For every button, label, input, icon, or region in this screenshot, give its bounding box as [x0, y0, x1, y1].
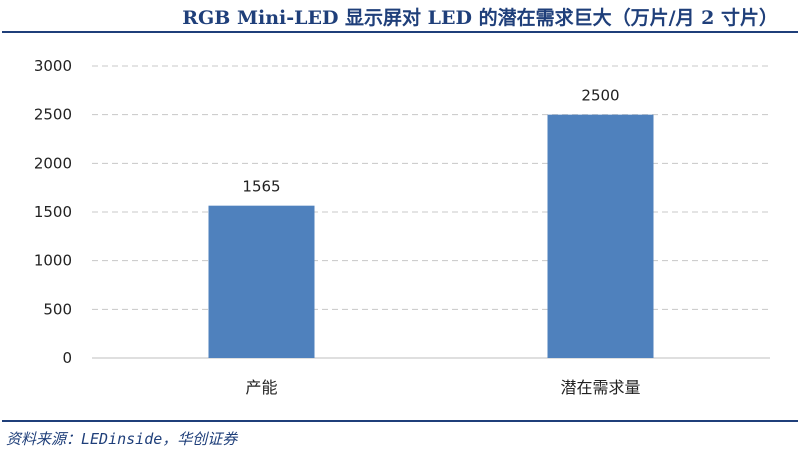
y-tick-label: 1000: [34, 252, 72, 270]
chart-title: RGB Mini-LED 显示屏对 LED 的潜在需求巨大（万片/月 2 寸片）: [182, 7, 778, 29]
y-tick-label: 2000: [34, 154, 72, 172]
y-tick-label: 2500: [34, 106, 72, 124]
y-tick-label: 0: [62, 349, 72, 367]
bar: [547, 114, 654, 359]
x-tick-label: 潜在需求量: [560, 378, 640, 397]
x-tick-label: 产能: [245, 378, 277, 397]
y-tick-label: 3000: [34, 57, 72, 75]
title-rule: [2, 31, 798, 33]
bar: [208, 205, 315, 358]
source-rule: [2, 420, 798, 422]
source-note: 资料来源：LEDinside，华创证券: [6, 430, 238, 448]
y-tick-label: 1500: [34, 203, 72, 221]
data-label: 2500: [581, 87, 619, 105]
y-tick-label: 500: [43, 300, 72, 318]
data-label: 1565: [242, 178, 280, 196]
